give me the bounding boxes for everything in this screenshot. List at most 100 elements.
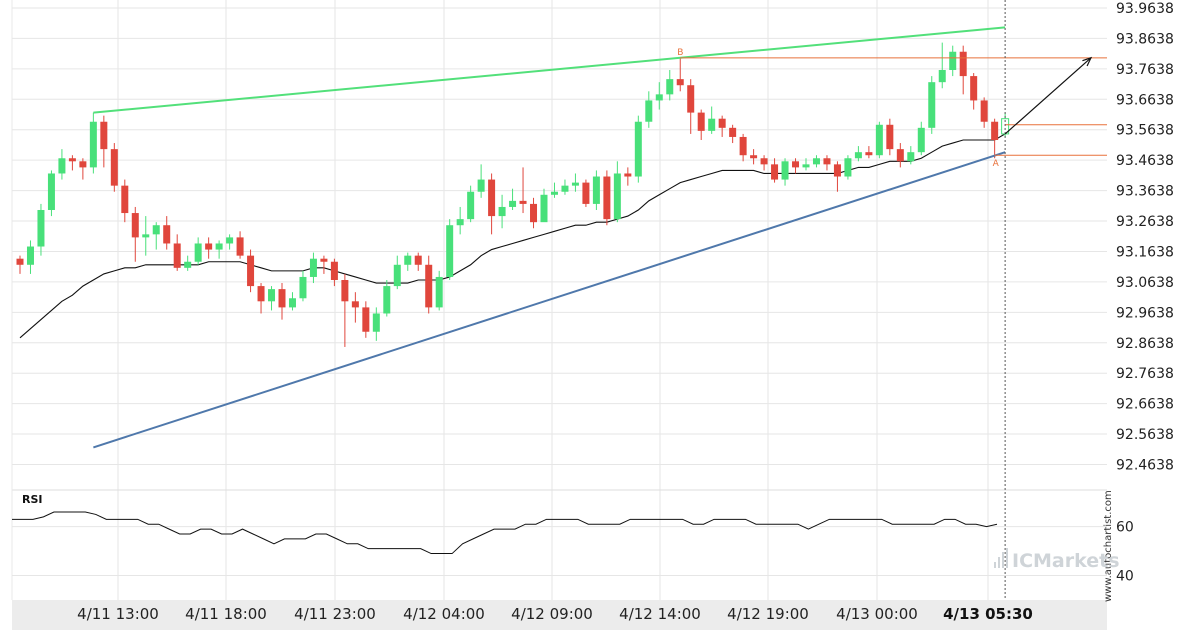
candle-body bbox=[928, 82, 936, 128]
candle-body bbox=[582, 182, 590, 204]
price-tick-label: 93.1638 bbox=[1116, 244, 1174, 260]
candle bbox=[142, 216, 150, 256]
candle-body bbox=[970, 76, 978, 101]
candle bbox=[907, 146, 915, 165]
rsi-panel: RSI 60 40 bbox=[12, 493, 1134, 585]
candle bbox=[676, 57, 684, 92]
brand-logo-bar bbox=[998, 557, 1000, 568]
candle bbox=[309, 252, 317, 284]
candle bbox=[666, 70, 674, 101]
price-tick-label: 92.8638 bbox=[1116, 336, 1174, 352]
resistance-line bbox=[93, 26, 1006, 114]
price-tick-label: 93.4638 bbox=[1116, 153, 1174, 169]
time-axis-band bbox=[12, 600, 1107, 630]
price-tick-label: 93.2638 bbox=[1116, 214, 1174, 230]
price-tick-label: 93.8638 bbox=[1116, 31, 1174, 47]
candle bbox=[173, 234, 181, 271]
candle-body bbox=[760, 158, 768, 165]
candle bbox=[121, 179, 129, 223]
time-tick-label: 4/12 04:00 bbox=[403, 605, 485, 623]
candle bbox=[750, 149, 758, 165]
price-tick-label: 93.3638 bbox=[1116, 184, 1174, 200]
price-tick-label: 92.9638 bbox=[1116, 305, 1174, 321]
candle bbox=[205, 237, 213, 259]
candle-body bbox=[634, 121, 642, 177]
candle bbox=[257, 283, 265, 314]
support-line bbox=[93, 151, 1006, 449]
candle-body bbox=[341, 280, 349, 302]
candle bbox=[582, 179, 590, 207]
candle-body bbox=[697, 112, 705, 131]
forecast-arrow bbox=[1004, 57, 1092, 135]
candle bbox=[550, 182, 558, 198]
candle bbox=[917, 121, 925, 156]
candle bbox=[938, 42, 946, 89]
candle bbox=[875, 121, 883, 159]
candle-body bbox=[812, 158, 820, 165]
candle-body bbox=[456, 219, 464, 226]
candle-body bbox=[236, 237, 244, 256]
candle bbox=[991, 118, 999, 159]
time-tick-label: 4/13 05:30 bbox=[943, 605, 1033, 623]
candle bbox=[729, 124, 737, 144]
candle bbox=[802, 158, 810, 171]
candle-body bbox=[603, 176, 611, 220]
candle bbox=[771, 158, 779, 183]
candle-body bbox=[26, 246, 34, 265]
candle bbox=[351, 292, 359, 323]
candle-body bbox=[655, 94, 663, 101]
candle-body bbox=[226, 237, 234, 244]
candle-body bbox=[100, 121, 108, 150]
price-axis: 93.9638 93.8638 93.7638 93.6638 93.5638 93.46… bbox=[1116, 1, 1174, 474]
price-tick-label: 93.6638 bbox=[1116, 92, 1174, 108]
candle bbox=[299, 270, 307, 302]
candle-body bbox=[792, 161, 800, 168]
time-tick-label: 4/12 19:00 bbox=[727, 605, 809, 623]
candle-body bbox=[330, 261, 338, 280]
rsi-line bbox=[12, 511, 998, 555]
time-tick-label: 4/12 14:00 bbox=[619, 605, 701, 623]
candle bbox=[530, 197, 538, 229]
candle bbox=[970, 73, 978, 110]
candle bbox=[823, 155, 831, 171]
time-tick-label: 4/11 18:00 bbox=[185, 605, 267, 623]
price-tick-label: 93.5638 bbox=[1116, 123, 1174, 139]
candle bbox=[708, 106, 716, 134]
candle bbox=[571, 173, 579, 192]
level-a-label: A bbox=[993, 159, 1000, 169]
candle-body bbox=[110, 149, 118, 186]
candle bbox=[320, 255, 328, 274]
candle bbox=[215, 240, 223, 259]
candle bbox=[383, 280, 391, 317]
rsi-tick-label: 60 bbox=[1116, 520, 1134, 536]
candle bbox=[854, 146, 862, 162]
candle-body bbox=[687, 85, 695, 113]
candle bbox=[896, 143, 904, 168]
candle bbox=[47, 170, 55, 217]
candle bbox=[697, 109, 705, 140]
candle-body bbox=[854, 152, 862, 159]
candle-body bbox=[802, 164, 810, 168]
candle-body bbox=[131, 213, 139, 238]
candle-body bbox=[718, 118, 726, 128]
candle-body bbox=[173, 243, 181, 268]
candle bbox=[184, 255, 192, 271]
candle-body bbox=[592, 176, 600, 204]
candle-body bbox=[142, 234, 150, 238]
candle-body bbox=[938, 70, 946, 83]
candle bbox=[26, 240, 34, 274]
candle-body bbox=[550, 191, 558, 195]
candle-body bbox=[771, 164, 779, 180]
candle-body bbox=[47, 173, 55, 210]
candle bbox=[152, 222, 160, 250]
candle bbox=[781, 158, 789, 186]
candle bbox=[624, 167, 632, 186]
candle bbox=[110, 143, 118, 192]
brand-logo-bar bbox=[994, 562, 996, 568]
candle-body bbox=[519, 200, 527, 204]
candle-body bbox=[163, 225, 171, 244]
candles bbox=[16, 42, 1010, 347]
candle-body bbox=[991, 121, 999, 140]
candle bbox=[100, 115, 108, 168]
